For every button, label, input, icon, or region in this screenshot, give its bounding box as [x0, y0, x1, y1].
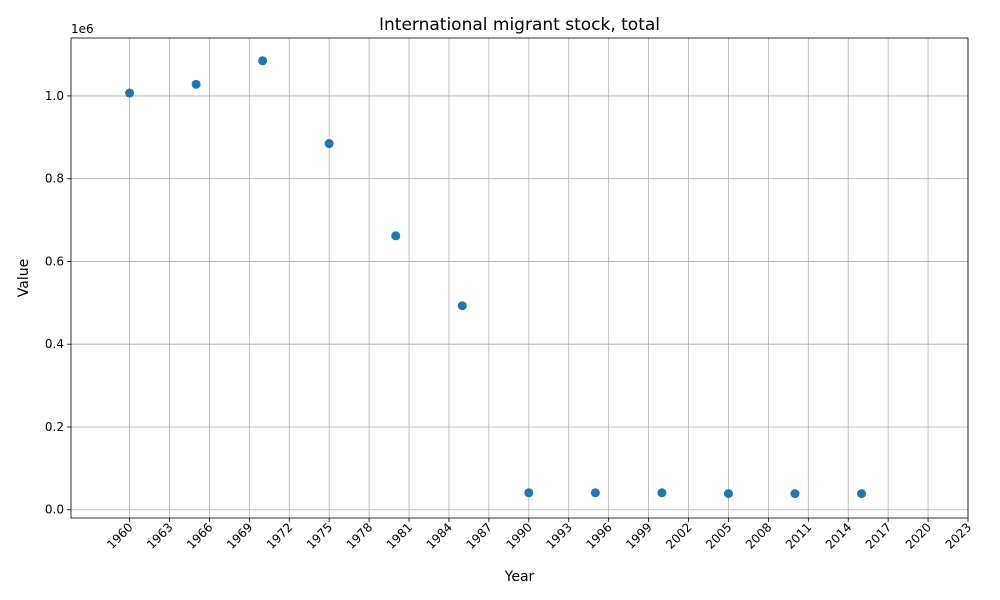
x-tick-label: 2011 — [783, 520, 814, 551]
data-point — [191, 79, 201, 89]
x-tick-label: 1996 — [583, 520, 614, 551]
data-point — [324, 139, 334, 149]
y-tick-label: 0.6 — [45, 254, 64, 268]
data-point — [125, 88, 135, 98]
data-point — [457, 301, 467, 311]
x-tick-label: 2017 — [863, 520, 894, 551]
x-tick-label: 2002 — [663, 520, 694, 551]
y-tick-label: 0.8 — [45, 172, 64, 186]
data-point — [657, 488, 667, 498]
x-tick-label: 1990 — [503, 520, 534, 551]
x-tick-label: 1978 — [344, 520, 375, 551]
x-tick-label: 1966 — [184, 520, 215, 551]
x-tick-label: 2014 — [823, 520, 854, 551]
data-point — [524, 488, 534, 498]
y-axis-ticks: 0.0 0.2 0.4 0.6 0.8 1.0 — [45, 89, 71, 517]
x-tick-label: 1972 — [264, 520, 295, 551]
x-tick-label: 1993 — [543, 520, 574, 551]
data-point — [391, 231, 401, 241]
data-point — [857, 489, 867, 499]
y-tick-label: 0.2 — [45, 420, 64, 434]
y-tick-label: 0.4 — [45, 337, 64, 351]
x-tick-label: 2008 — [743, 520, 774, 551]
y-tick-label: 0.0 — [45, 503, 64, 517]
data-point — [590, 488, 600, 498]
x-tick-label: 1999 — [623, 520, 654, 551]
data-point — [723, 489, 733, 499]
data-points — [125, 56, 867, 499]
grid-layer — [71, 38, 969, 518]
x-axis-label: Year — [504, 569, 535, 585]
x-tick-label: 1981 — [384, 520, 415, 551]
x-tick-label: 1960 — [104, 520, 135, 551]
x-tick-label: 1987 — [464, 520, 495, 551]
x-tick-label: 2020 — [903, 520, 934, 551]
x-tick-label: 2023 — [943, 520, 974, 551]
x-tick-label: 2005 — [703, 520, 734, 551]
x-tick-label: 1969 — [224, 520, 255, 551]
data-point — [258, 56, 268, 66]
x-tick-label: 1963 — [144, 520, 175, 551]
plot-frame — [70, 37, 969, 519]
y-tick-label: 1.0 — [45, 89, 64, 103]
data-point — [790, 489, 800, 499]
x-tick-label: 1984 — [424, 520, 455, 551]
x-axis-ticks: 1960 1963 1966 1969 1972 1975 1978 1981 1984 1987… — [104, 518, 974, 552]
y-offset-label: 1e6 — [71, 22, 94, 36]
x-tick-label: 1975 — [304, 520, 335, 551]
chart-title: International migrant stock, total — [379, 15, 660, 35]
y-axis-label: Value — [16, 259, 32, 297]
